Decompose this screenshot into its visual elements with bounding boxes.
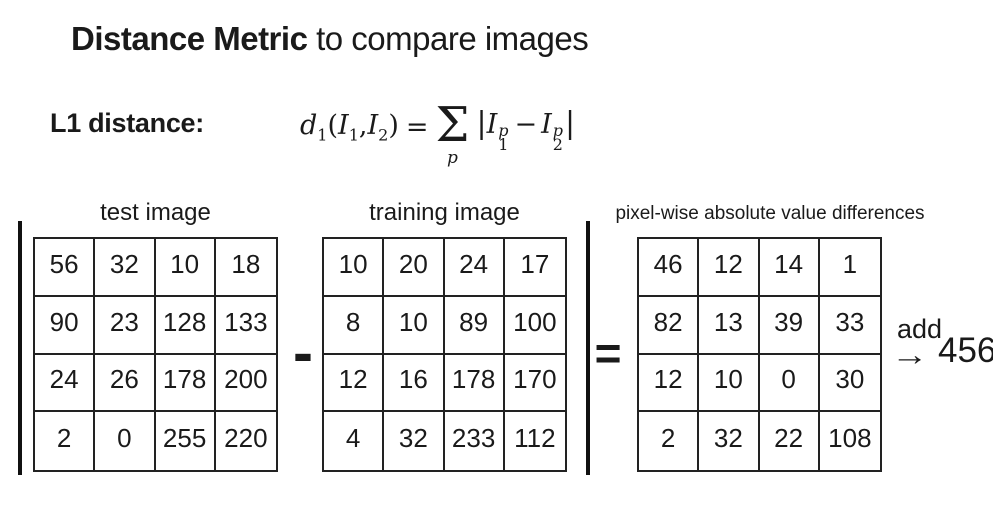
add-label: add	[897, 314, 943, 344]
matrix-cell: 12	[699, 239, 760, 297]
matrix-cell: 108	[828, 423, 872, 454]
matrix-cell: 0	[759, 354, 820, 413]
matrix-cell: 10	[155, 239, 216, 297]
l1-distance-label: L1 distance:	[50, 108, 204, 138]
arrow-right-icon: →	[891, 337, 929, 372]
title-rest: to compare images	[307, 20, 589, 57]
sum-total-value: 456	[938, 331, 993, 370]
matrix-cell: 0	[95, 412, 156, 470]
matrix-cell: 1	[819, 239, 880, 297]
absolute-value-bar-left	[18, 221, 22, 475]
matrix-cell: 4	[324, 412, 385, 470]
matrix-cell: 46	[639, 239, 700, 297]
matrix-cell: 112	[514, 423, 556, 454]
minus-operator: -	[293, 319, 313, 386]
matrix-cell: 233	[445, 412, 505, 470]
difference-matrix-label: pixel-wise absolute value differences	[615, 203, 925, 224]
matrix-cell: 255	[156, 412, 216, 470]
absolute-value-bar-right	[586, 221, 590, 475]
difference-matrix: 46 12 14 1 82 13 39 33 12 10 0 30 2 32 22 108	[637, 237, 882, 472]
matrix-cell: 33	[819, 297, 880, 355]
matrix-cell: 24	[444, 239, 505, 297]
matrix-cell: 23	[95, 296, 156, 355]
matrix-cell: 82	[639, 296, 700, 355]
matrix-cell: 18	[215, 239, 276, 297]
matrix-cell: 200	[215, 355, 276, 413]
matrix-cell: 10	[699, 354, 760, 413]
formula-equals: =	[405, 111, 429, 143]
matrix-cell: 14	[759, 239, 820, 297]
matrix-cell: 128	[155, 296, 216, 355]
formula-lhs: d1(I1,I2)	[300, 109, 399, 145]
matrix-cell: 10	[384, 296, 445, 355]
matrix-cell: 170	[504, 355, 565, 413]
matrix-cell: 10	[324, 239, 385, 297]
matrix-cell: 32	[95, 239, 156, 297]
matrix-cell: 13	[699, 296, 760, 355]
training-image-label: training image	[369, 199, 520, 226]
training-image-matrix: 10 20 24 17 8 10 89 100 12 16 178 170 4 32 233 112	[322, 237, 567, 472]
matrix-cell: 89	[444, 296, 505, 355]
matrix-cell: 133	[215, 297, 276, 355]
test-image-label: test image	[100, 199, 211, 226]
matrix-cell: 2	[639, 412, 700, 470]
summation-symbol: Σ p	[435, 97, 470, 169]
equals-operator: =	[594, 327, 622, 379]
matrix-cell: 16	[384, 354, 445, 413]
matrix-cell: 90	[35, 296, 96, 355]
matrix-cell: 2	[35, 412, 96, 470]
matrix-cell: 32	[384, 412, 445, 470]
matrix-cell: 178	[444, 354, 505, 413]
matrix-cell: 220	[224, 423, 268, 454]
matrix-cell: 24	[35, 354, 96, 413]
matrix-cell: 56	[35, 239, 96, 297]
matrix-cell: 20	[384, 239, 445, 297]
matrix-cell: 22	[760, 412, 820, 470]
matrix-cell: 100	[504, 297, 565, 355]
matrix-cell: 17	[504, 239, 565, 297]
matrix-cell: 12	[639, 354, 700, 413]
matrix-cell: 12	[324, 354, 385, 413]
matrix-cell: 26	[95, 354, 156, 413]
matrix-cell: 30	[819, 355, 880, 413]
matrix-cell: 178	[155, 354, 216, 413]
matrix-cell: 39	[759, 296, 820, 355]
matrix-cell: 8	[324, 296, 385, 355]
page-title: Distance Metric to compare images	[71, 20, 589, 58]
matrix-cell: 32	[699, 412, 760, 470]
title-emphasis: Distance Metric	[71, 20, 308, 57]
test-image-matrix: 56 32 10 18 90 23 128 133 24 26 178 200 2 0 255 220	[33, 237, 278, 472]
